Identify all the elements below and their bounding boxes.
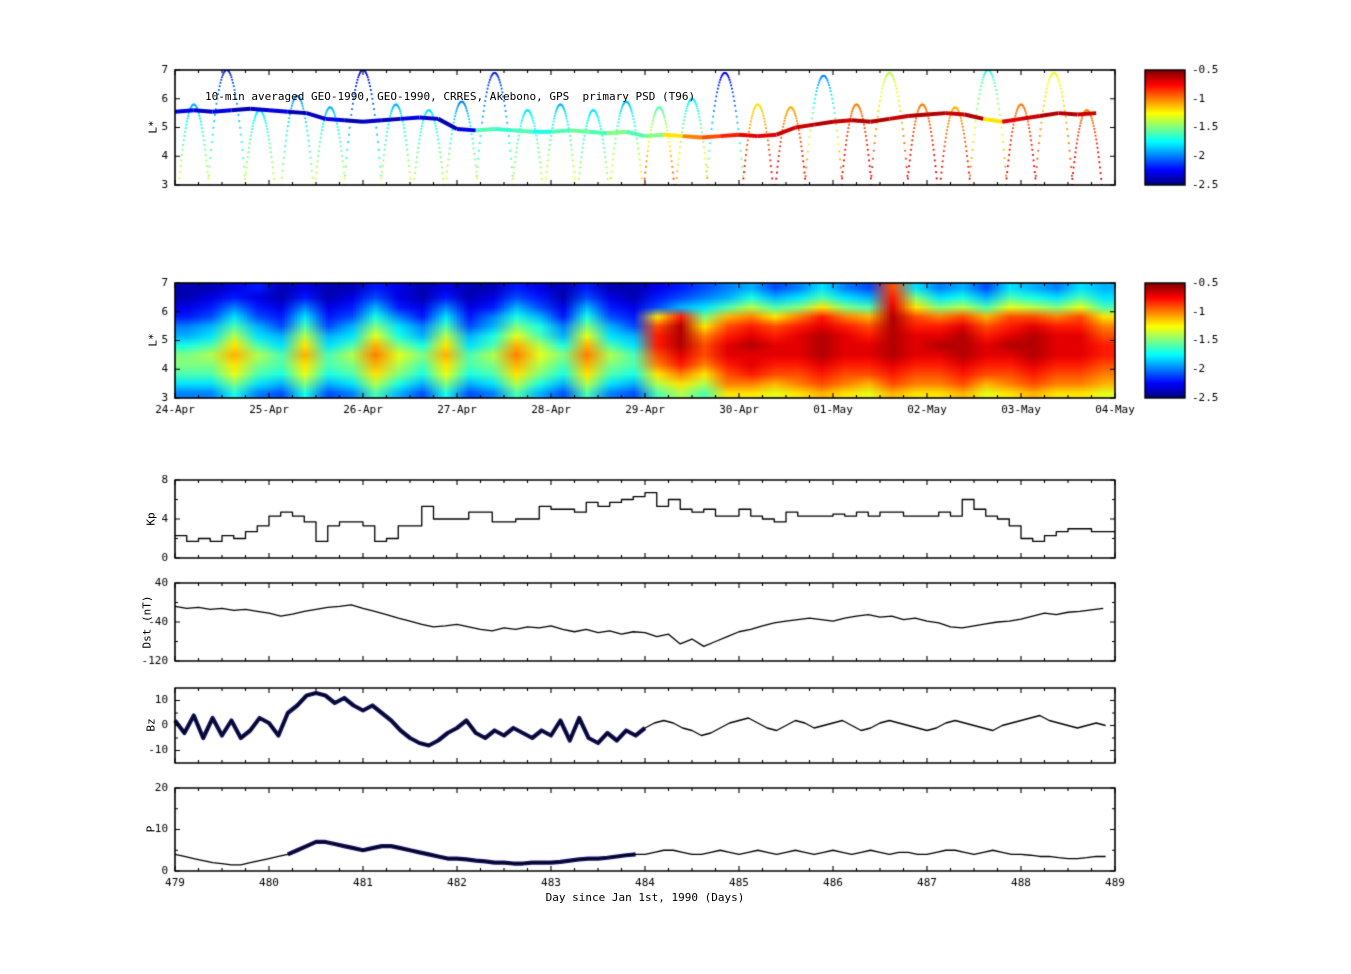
scatter-title: 10-min averaged GEO-1990, GEO-1990, CRRE…: [205, 90, 696, 103]
scatter-ylabel: L*: [146, 120, 160, 134]
kp-ylabel: Kp: [144, 512, 158, 526]
dst-ylabel: Dst (nT): [140, 595, 154, 649]
pressure-ylabel: P: [144, 825, 158, 833]
xaxis-label: Day since Jan 1st, 1990 (Days): [545, 891, 745, 904]
bz-ylabel: Bz: [144, 718, 158, 732]
heatmap-ylabel: L*: [146, 333, 160, 347]
